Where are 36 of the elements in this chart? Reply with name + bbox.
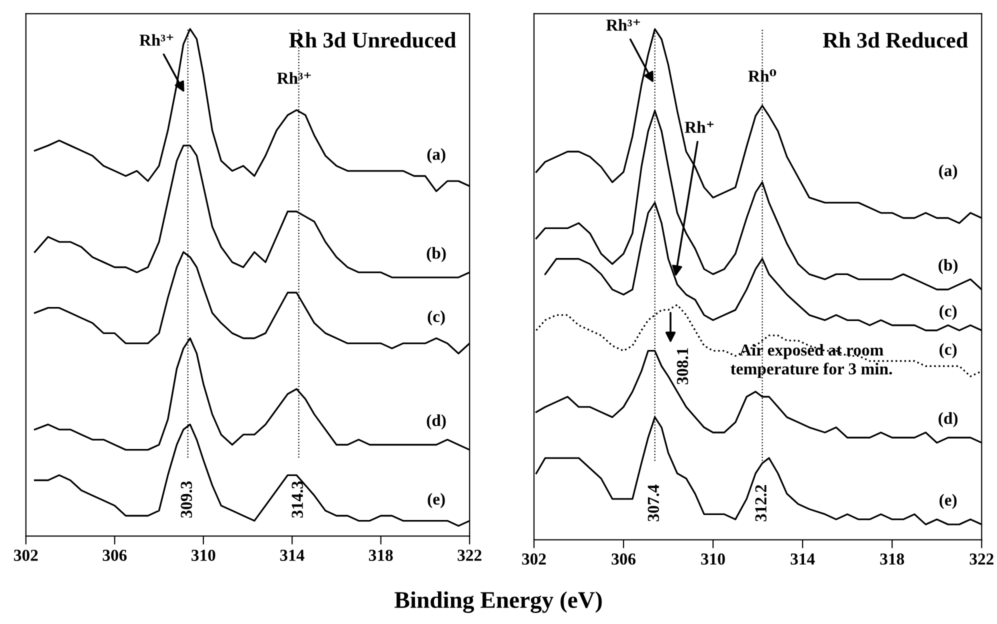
annotation: 308.1 bbox=[676, 348, 688, 384]
series-label: (e) bbox=[428, 492, 445, 508]
series-label: (b) bbox=[426, 247, 446, 262]
series-label: (a) bbox=[427, 148, 446, 164]
x-tick-label: 314 bbox=[280, 550, 304, 561]
x-tick-label: 306 bbox=[612, 553, 636, 565]
ref-line-label: 309.3 bbox=[180, 481, 192, 518]
annotation: Rh³⁺ bbox=[277, 72, 311, 84]
x-tick-label: 318 bbox=[880, 553, 904, 565]
ref-line-label: 312.2 bbox=[755, 485, 767, 522]
ref-line-label: 307.4 bbox=[648, 484, 660, 522]
series-label: (b) bbox=[938, 258, 958, 274]
series-label: (d) bbox=[426, 414, 446, 430]
x-tick-label: 322 bbox=[458, 550, 482, 561]
annotation: Rh³⁺ bbox=[606, 19, 640, 31]
x-tick-label: 310 bbox=[192, 550, 216, 561]
series-label: (c) bbox=[428, 310, 445, 326]
x-tick-label: 318 bbox=[368, 550, 393, 561]
x-tick-label: 310 bbox=[701, 553, 725, 565]
series-label: (d) bbox=[938, 412, 958, 428]
annotation: Rh³⁺ bbox=[140, 34, 174, 46]
x-tick-label: 302 bbox=[14, 550, 38, 561]
x-tick-label: 302 bbox=[522, 553, 546, 565]
annotation: Rh⁺ bbox=[684, 121, 714, 133]
x-tick-label: 322 bbox=[970, 553, 994, 565]
chart-title: Rh 3d Unreduced bbox=[289, 32, 456, 48]
chart-title: Rh 3d Reduced bbox=[822, 32, 968, 48]
ref-line-label: 314.3 bbox=[292, 481, 304, 518]
annotation: Rh⁰ bbox=[748, 69, 776, 82]
series-label: (c) bbox=[940, 343, 957, 358]
series-label: (e) bbox=[940, 494, 957, 510]
text: (a) bbox=[939, 164, 958, 180]
x-tick-label: 306 bbox=[102, 550, 127, 561]
series-label: (c) bbox=[940, 304, 957, 320]
x-axis-title: Binding Energy (eV) bbox=[394, 591, 602, 613]
x-tick-label: 314 bbox=[790, 553, 815, 565]
